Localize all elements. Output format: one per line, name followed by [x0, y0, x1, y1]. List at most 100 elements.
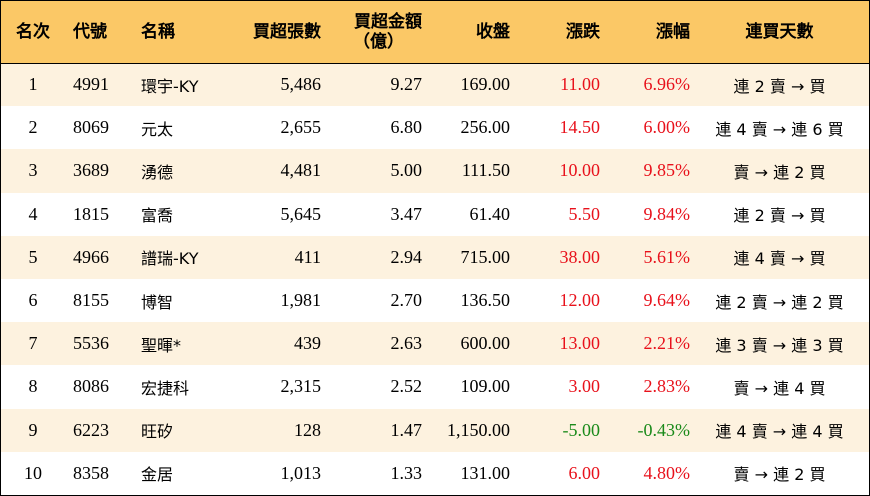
name-cell: 宏捷科	[141, 378, 190, 398]
net-buy-lots-cell: 1,013	[280, 462, 322, 483]
change-pct-cell: 2.21%	[643, 333, 691, 354]
rank-cell: 8	[28, 376, 38, 397]
code-cell: 6223	[73, 419, 109, 440]
net-buy-lots-cell: 2,315	[280, 376, 322, 397]
code-cell: 8069	[73, 117, 109, 138]
header-net-buy-amount-line2: （億）	[353, 31, 404, 52]
net-buy-amount-cell: 5.00	[390, 160, 423, 181]
code-cell: 5536	[73, 333, 109, 354]
net-buy-lots-cell: 4,481	[280, 160, 322, 181]
change-cell: 12.00	[559, 290, 601, 311]
change-cell: 38.00	[559, 246, 601, 267]
change-pct-cell: 5.61%	[643, 246, 691, 267]
net-buy-amount-cell: 1.47	[390, 419, 423, 440]
code-cell: 3689	[73, 160, 109, 181]
header-code: 代號	[65, 1, 133, 64]
table-row: 3 3689 湧德 4,481 5.00 111.50 10.00 9.85% 賣 → 連 2 …	[1, 149, 869, 193]
code-cell: 4991	[73, 74, 109, 95]
net-buy-amount-cell: 2.52	[390, 376, 423, 397]
rank-cell: 10	[24, 462, 42, 483]
table-row: 2 8069 元太 2,655 6.80 256.00 14.50 6.00% 連 4 賣 → …	[1, 106, 869, 150]
change-cell: 14.50	[559, 117, 601, 138]
table-row: 9 6223 旺矽 128 1.47 1,150.00 -5.00 -0.43% 連 4 賣 →…	[1, 408, 869, 452]
table-row: 10 8358 金居 1,013 1.33 131.00 6.00 4.80% 賣 → 連 2 …	[1, 451, 869, 495]
header-change-pct: 漲幅	[600, 1, 690, 64]
code-cell: 8086	[73, 376, 109, 397]
code-cell: 1815	[73, 203, 109, 224]
close-cell: 600.00	[460, 333, 511, 354]
name-cell: 博智	[141, 292, 174, 312]
table-row: 5 4966 譜瑞-KY 411 2.94 715.00 38.00 5.61% 連 4 賣 →…	[1, 235, 869, 279]
rank-cell: 3	[28, 160, 38, 181]
close-cell: 131.00	[460, 462, 511, 483]
table-body: 1 4991 環宇-KY 5,486 9.27 169.00 11.00 6.96% 連 2 賣…	[1, 63, 869, 495]
streak-cell: 連 4 賣 → 連 6 買	[715, 119, 844, 139]
name-cell: 元太	[141, 119, 174, 139]
net-buy-lots-cell: 2,655	[280, 117, 322, 138]
rank-cell: 2	[28, 117, 38, 138]
streak-cell: 連 2 賣 → 買	[733, 206, 826, 226]
name-cell: 金居	[141, 465, 174, 485]
net-buy-lots-cell: 5,645	[280, 203, 322, 224]
code-cell: 8358	[73, 462, 109, 483]
change-pct-cell: -0.43%	[637, 419, 691, 440]
name-cell: 旺矽	[141, 422, 174, 442]
net-buy-amount-cell: 1.33	[390, 462, 423, 483]
name-cell: 聖暉*	[141, 335, 182, 355]
rank-cell: 6	[28, 290, 38, 311]
header-close: 收盤	[422, 1, 510, 64]
change-pct-cell: 6.96%	[643, 74, 691, 95]
net-buy-amount-cell: 2.63	[390, 333, 423, 354]
net-buy-lots-cell: 411	[294, 246, 321, 267]
rank-cell: 5	[28, 246, 38, 267]
rank-cell: 1	[28, 74, 38, 95]
streak-cell: 連 2 賣 → 連 2 買	[715, 292, 844, 312]
net-buy-amount-cell: 2.70	[390, 290, 423, 311]
header-change: 漲跌	[510, 1, 600, 64]
name-cell: 譜瑞-KY	[141, 249, 199, 269]
close-cell: 61.40	[469, 203, 511, 224]
net-buy-amount-cell: 9.27	[390, 74, 423, 95]
change-cell: 10.00	[559, 160, 601, 181]
net-buy-amount-cell: 3.47	[390, 203, 423, 224]
change-pct-cell: 9.85%	[643, 160, 691, 181]
close-cell: 256.00	[460, 117, 511, 138]
table-row: 6 8155 博智 1,981 2.70 136.50 12.00 9.64% 連 2 賣 → …	[1, 278, 869, 323]
rank-cell: 7	[28, 333, 38, 354]
header-streak: 連買天數	[690, 1, 869, 64]
table-row: 7 5536 聖暉* 439 2.63 600.00 13.00 2.21% 連 3 賣 → 連…	[1, 322, 869, 366]
streak-cell: 賣 → 連 2 買	[733, 162, 826, 182]
net-buy-amount-cell: 2.94	[390, 246, 423, 267]
close-cell: 1,150.00	[447, 419, 510, 440]
table-row: 8 8086 宏捷科 2,315 2.52 109.00 3.00 2.83% 賣 → 連 4 …	[1, 365, 869, 409]
close-cell: 109.00	[460, 376, 511, 397]
header-net-buy-amount-line1: 買超金額	[354, 11, 422, 32]
net-buy-lots-cell: 128	[294, 419, 321, 440]
change-cell: 3.00	[568, 376, 601, 397]
header-name: 名稱	[133, 1, 233, 64]
change-pct-cell: 9.64%	[643, 290, 691, 311]
name-cell: 富喬	[141, 206, 174, 226]
close-cell: 136.50	[460, 290, 511, 311]
name-cell: 湧德	[141, 162, 174, 182]
streak-cell: 連 4 賣 → 連 4 買	[715, 422, 844, 442]
change-cell: 11.00	[560, 74, 600, 95]
close-cell: 111.50	[461, 160, 510, 181]
change-pct-cell: 9.84%	[643, 203, 691, 224]
streak-cell: 賣 → 連 4 買	[733, 378, 826, 398]
change-cell: -5.00	[562, 419, 601, 440]
net-buy-lots-cell: 5,486	[280, 74, 322, 95]
change-pct-cell: 6.00%	[643, 117, 691, 138]
change-pct-cell: 2.83%	[643, 376, 691, 397]
change-pct-cell: 4.80%	[643, 462, 691, 483]
streak-cell: 連 2 賣 → 買	[733, 76, 826, 96]
close-cell: 715.00	[460, 246, 511, 267]
header-net-buy-amount: 買超金額 （億）	[321, 1, 422, 64]
net-buy-lots-cell: 439	[294, 333, 321, 354]
close-cell: 169.00	[460, 74, 511, 95]
rank-cell: 4	[28, 203, 38, 224]
change-cell: 6.00	[568, 462, 601, 483]
change-cell: 13.00	[559, 333, 601, 354]
